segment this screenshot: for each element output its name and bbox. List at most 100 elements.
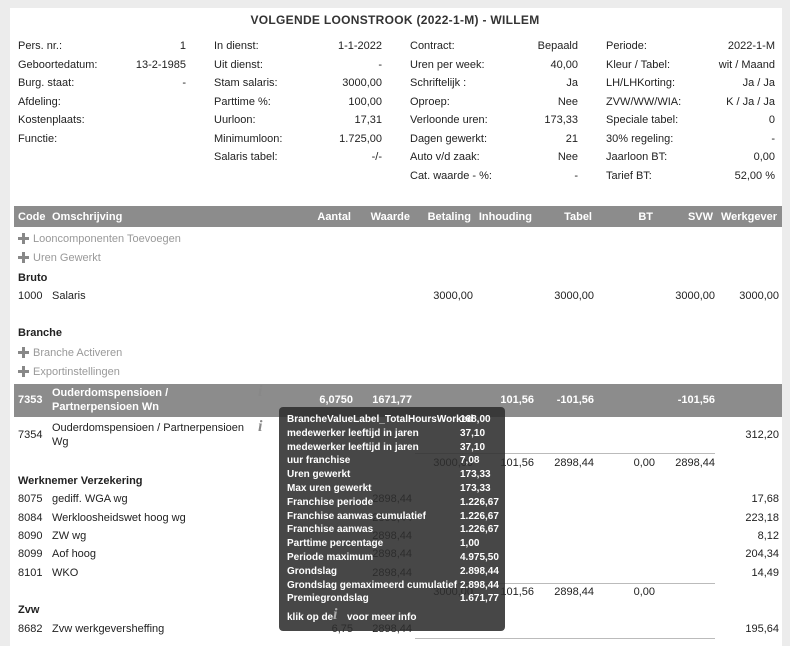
row-value: 2898,44 [554, 586, 594, 598]
info-value: - [771, 133, 775, 145]
info-label: Salaris tabel: [214, 151, 278, 163]
info-value: 3000,00 [342, 77, 382, 89]
row-description: Ouderdomspensioen / Partnerpensioen Wn [52, 387, 169, 413]
row-value: 0,00 [633, 457, 655, 469]
info-value: Nee [557, 151, 578, 163]
tooltip-label: Franchise periode [287, 496, 374, 508]
info-value: 21 [565, 133, 578, 145]
info-label: Kostenplaats: [18, 114, 85, 126]
info-label: Afdeling: [18, 96, 61, 108]
info-label: Geboortedatum: [18, 59, 98, 71]
action-link[interactable]: Exportinstellingen [33, 366, 120, 378]
info-icon[interactable]: i [258, 418, 263, 435]
tooltip-label: BrancheValueLabel_TotalHoursWorked [287, 414, 474, 425]
row-description: WKO [52, 567, 79, 579]
info-value: - [378, 59, 382, 71]
row-value: 223,18 [745, 512, 779, 524]
section-title: Werknemer Verzekering [18, 475, 143, 487]
section-title: Bruto [18, 272, 48, 284]
row-value: 8,12 [757, 530, 779, 542]
action-link[interactable]: Uren Gewerkt [33, 252, 101, 264]
row-code: 8099 [18, 548, 43, 560]
info-value: 0,00 [753, 151, 775, 163]
info-label: Cat. waarde - %: [410, 170, 492, 182]
row-value: 204,34 [745, 548, 779, 560]
info-value: 100,00 [348, 96, 382, 108]
info-label: LH/LHKorting: [606, 77, 676, 89]
row-value: 6,0750 [319, 394, 353, 406]
column-header: Aantal [317, 211, 351, 223]
info-label: Dagen gewerkt: [410, 133, 488, 145]
info-value: 52,00 % [734, 170, 775, 182]
row-value: 0,00 [633, 586, 655, 598]
info-value: Nee [557, 96, 578, 108]
info-value: 1.725,00 [339, 133, 382, 145]
info-value: 173,33 [544, 114, 578, 126]
tooltip-label: Premiegrondslag [287, 593, 369, 605]
row-code: 8101 [18, 567, 43, 579]
info-value: 1 [179, 40, 186, 52]
column-header: Werkgever [720, 211, 777, 223]
row-code: 8090 [18, 530, 43, 542]
row-value: 3000,00 [675, 290, 715, 302]
info-label: Speciale tabel: [606, 114, 679, 126]
page-title: VOLGENDE LOONSTROOK (2022-1-M) - WILLEM [250, 13, 540, 27]
plus-icon [18, 347, 29, 358]
info-value: wit / Maand [718, 59, 775, 71]
row-value: 101,56 [500, 586, 534, 598]
tooltip-label: medewerker leeftijd in jaren [287, 441, 419, 453]
tooltip-value: 1.226,67 [460, 510, 499, 522]
row-value: 2898,44 [675, 457, 715, 469]
info-value: Bepaald [537, 40, 578, 52]
tooltip-value: 1.671,77 [460, 593, 499, 605]
tooltip-label: Franchise aanwas cumulatief [287, 510, 426, 522]
tooltip-value: 1.226,67 [460, 524, 499, 536]
tooltip-label: Max uren gewerkt [287, 483, 372, 494]
info-value: -/- [371, 151, 382, 163]
info-label: Uren per week: [410, 59, 485, 71]
tooltip-label: Uren gewerkt [287, 469, 351, 481]
row-value: 17,68 [751, 493, 779, 505]
row-value: 3000,00 [554, 290, 594, 302]
row-value: 101,56 [500, 394, 534, 406]
info-value: - [574, 170, 578, 182]
row-value: 2898,44 [554, 457, 594, 469]
info-label: Contract: [410, 40, 455, 52]
plus-icon [18, 252, 29, 263]
info-value: 40,00 [550, 59, 578, 71]
tooltip-footer: klik op de [287, 612, 334, 623]
action-link[interactable]: Looncomponenten Toevoegen [33, 233, 181, 245]
section-title: Branche [18, 327, 63, 339]
info-label: Pers. nr.: [18, 40, 63, 52]
tooltip-label: Grondslag [287, 565, 338, 577]
row-description: gediff. WGA wg [52, 493, 128, 505]
row-value: 3000,00 [739, 290, 779, 302]
info-label: Auto v/d zaak: [410, 151, 480, 163]
plus-icon [18, 233, 29, 244]
column-header: Code [18, 211, 46, 223]
column-header: Betaling [427, 211, 471, 223]
tooltip-label: Franchise aanwas [287, 524, 374, 536]
tooltip-label: medewerker leeftijd in jaren [287, 427, 419, 439]
tooltip-value: 1,00 [460, 538, 480, 550]
plus-icon [18, 366, 29, 377]
row-description: Werkloosheidswet hoog wg [52, 512, 186, 524]
row-value: 195,64 [745, 623, 779, 635]
row-description: ZW wg [52, 530, 87, 542]
info-icon[interactable]: i [258, 383, 263, 400]
section-title: Zvw [18, 604, 40, 616]
tooltip-label: Periode maximum [287, 552, 374, 563]
info-label: ZVW/WW/WIA: [606, 96, 682, 108]
info-label: Stam salaris: [214, 77, 278, 89]
row-code: 7354 [18, 429, 43, 441]
tooltip-value: 2.898,44 [460, 579, 499, 591]
row-code: 8682 [18, 623, 43, 635]
info-label: Oproep: [410, 96, 450, 108]
info-value: 17,31 [354, 114, 382, 126]
action-link[interactable]: Branche Activeren [33, 347, 123, 359]
tooltip-value: 173,33 [460, 469, 491, 481]
row-code: 7353 [18, 394, 43, 406]
subtotal-line [415, 583, 715, 584]
row-code: 1000 [18, 290, 43, 302]
